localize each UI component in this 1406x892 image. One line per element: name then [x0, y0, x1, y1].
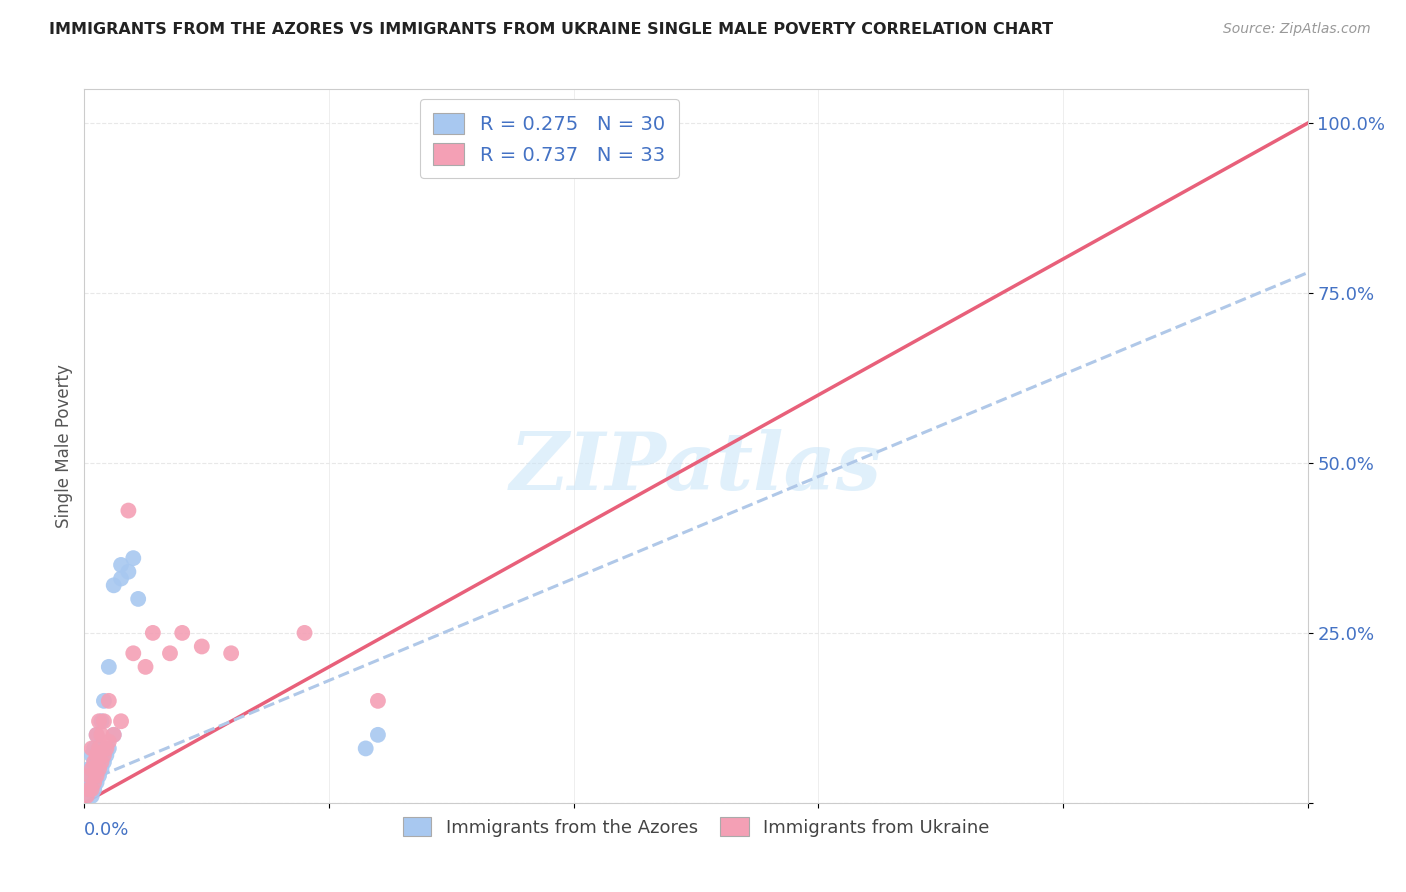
Point: [96, 748, 118, 763]
Point: [80, 762, 103, 776]
Point: [87, 762, 110, 776]
Point: [219, 646, 242, 660]
Point: [354, 741, 377, 756]
Point: [77, 782, 100, 797]
Point: [96, 741, 118, 756]
Point: [93, 714, 115, 729]
Point: [97, 734, 120, 748]
Point: [77, 775, 100, 789]
Point: [83, 775, 105, 789]
Point: [90, 728, 112, 742]
Point: [87, 714, 110, 729]
Point: [87, 741, 110, 756]
Point: [97, 660, 120, 674]
Point: [90, 762, 112, 776]
Point: [110, 714, 132, 729]
Point: [87, 769, 110, 783]
Point: [93, 694, 115, 708]
Point: [86, 728, 108, 742]
Point: [122, 551, 145, 566]
Point: [83, 755, 105, 769]
Point: [110, 572, 132, 586]
Point: [77, 762, 100, 776]
Point: [83, 762, 105, 776]
Point: [86, 775, 108, 789]
Point: [294, 626, 316, 640]
Point: [110, 558, 132, 572]
Point: [76, 789, 98, 803]
Point: [117, 503, 139, 517]
Point: [97, 694, 120, 708]
Point: [97, 741, 120, 756]
Point: [142, 626, 165, 640]
Point: [80, 782, 103, 797]
Point: [86, 769, 108, 783]
Point: [135, 660, 157, 674]
Point: [103, 578, 125, 592]
Point: [367, 728, 389, 742]
Point: [103, 728, 125, 742]
Point: [83, 741, 105, 756]
Point: [367, 694, 389, 708]
Text: IMMIGRANTS FROM THE AZORES VS IMMIGRANTS FROM UKRAINE SINGLE MALE POVERTY CORREL: IMMIGRANTS FROM THE AZORES VS IMMIGRANTS…: [49, 22, 1053, 37]
Point: [87, 741, 110, 756]
Point: [93, 755, 115, 769]
Legend: Immigrants from the Azores, Immigrants from Ukraine: Immigrants from the Azores, Immigrants f…: [395, 809, 997, 844]
Point: [86, 748, 108, 763]
Point: [83, 782, 105, 797]
Point: [80, 789, 103, 803]
Point: [172, 626, 194, 640]
Point: [90, 714, 112, 729]
Point: [127, 591, 149, 606]
Point: [80, 769, 103, 783]
Y-axis label: Single Male Poverty: Single Male Poverty: [55, 364, 73, 528]
Point: [122, 646, 145, 660]
Point: [159, 646, 181, 660]
Point: [76, 782, 98, 797]
Point: [80, 748, 103, 763]
Point: [103, 728, 125, 742]
Point: [80, 741, 103, 756]
Text: Source: ZipAtlas.com: Source: ZipAtlas.com: [1223, 22, 1371, 37]
Point: [77, 769, 100, 783]
Point: [117, 565, 139, 579]
Point: [86, 728, 108, 742]
Point: [93, 748, 115, 763]
Point: [191, 640, 214, 654]
Text: 0.0%: 0.0%: [84, 821, 129, 838]
Point: [86, 755, 108, 769]
Point: [90, 755, 112, 769]
Text: ZIPatlas: ZIPatlas: [510, 429, 882, 506]
